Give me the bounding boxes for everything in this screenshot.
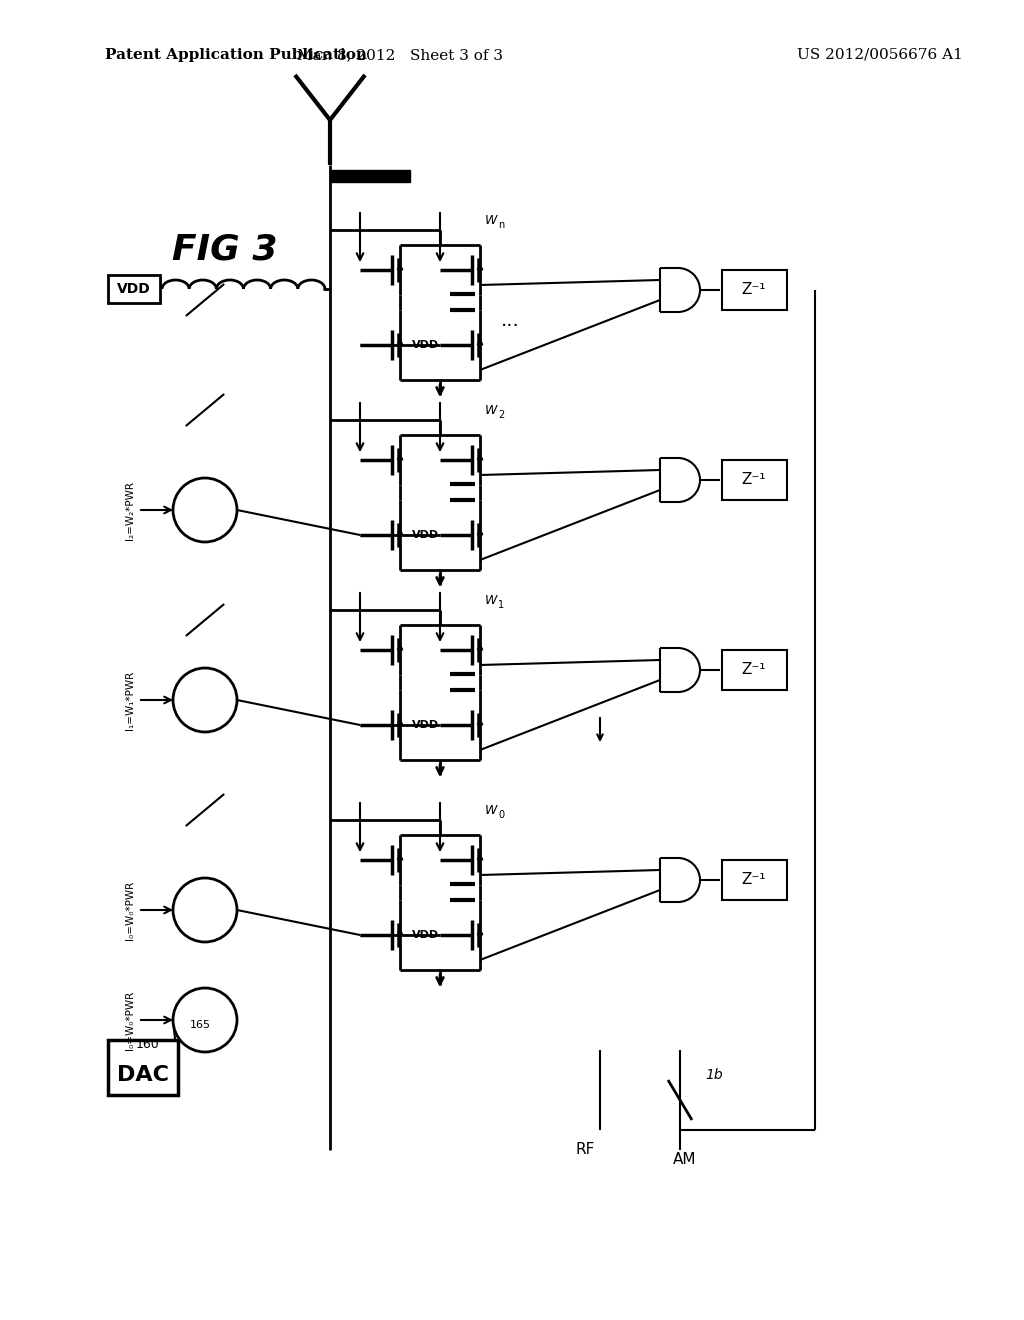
Bar xyxy=(330,170,410,182)
Text: Z⁻¹: Z⁻¹ xyxy=(741,282,766,297)
Text: I₀=W₀*PWR: I₀=W₀*PWR xyxy=(125,990,135,1049)
Bar xyxy=(722,271,787,310)
Bar xyxy=(722,459,787,500)
Bar xyxy=(108,1040,178,1096)
Text: Z⁻¹: Z⁻¹ xyxy=(741,473,766,487)
Text: 165: 165 xyxy=(189,1020,211,1030)
Text: FIG 3: FIG 3 xyxy=(172,234,278,267)
Text: ...: ... xyxy=(501,310,519,330)
Bar xyxy=(722,861,787,900)
Bar xyxy=(722,649,787,690)
Text: DAC: DAC xyxy=(117,1065,169,1085)
Text: I₂=W₂*PWR: I₂=W₂*PWR xyxy=(125,480,135,540)
Text: RF: RF xyxy=(575,1143,595,1158)
Text: US 2012/0056676 A1: US 2012/0056676 A1 xyxy=(797,48,963,62)
Text: W: W xyxy=(485,594,498,606)
Text: n: n xyxy=(498,220,504,230)
Bar xyxy=(108,275,160,304)
Text: I₁=W₁*PWR: I₁=W₁*PWR xyxy=(125,671,135,730)
Circle shape xyxy=(173,987,237,1052)
Text: 1: 1 xyxy=(498,601,504,610)
Text: Mar. 8, 2012   Sheet 3 of 3: Mar. 8, 2012 Sheet 3 of 3 xyxy=(297,48,503,62)
Text: Z⁻¹: Z⁻¹ xyxy=(741,663,766,677)
Text: Patent Application Publication: Patent Application Publication xyxy=(105,48,367,62)
Circle shape xyxy=(173,878,237,942)
Text: 2: 2 xyxy=(498,411,504,420)
Text: Z⁻¹: Z⁻¹ xyxy=(741,873,766,887)
Text: 0: 0 xyxy=(498,810,504,820)
Text: W: W xyxy=(485,214,498,227)
Circle shape xyxy=(173,668,237,733)
Text: VDD: VDD xyxy=(117,282,151,296)
Text: VDD: VDD xyxy=(412,719,438,730)
Circle shape xyxy=(173,478,237,543)
Text: VDD: VDD xyxy=(412,531,438,540)
Text: W: W xyxy=(485,404,498,417)
Text: 1b: 1b xyxy=(705,1068,723,1082)
Text: I₀=W₀*PWR: I₀=W₀*PWR xyxy=(125,880,135,940)
Text: VDD: VDD xyxy=(412,341,438,350)
Text: 160: 160 xyxy=(136,1039,160,1052)
Text: VDD: VDD xyxy=(412,931,438,940)
Text: AM: AM xyxy=(673,1152,696,1167)
Text: W: W xyxy=(485,804,498,817)
